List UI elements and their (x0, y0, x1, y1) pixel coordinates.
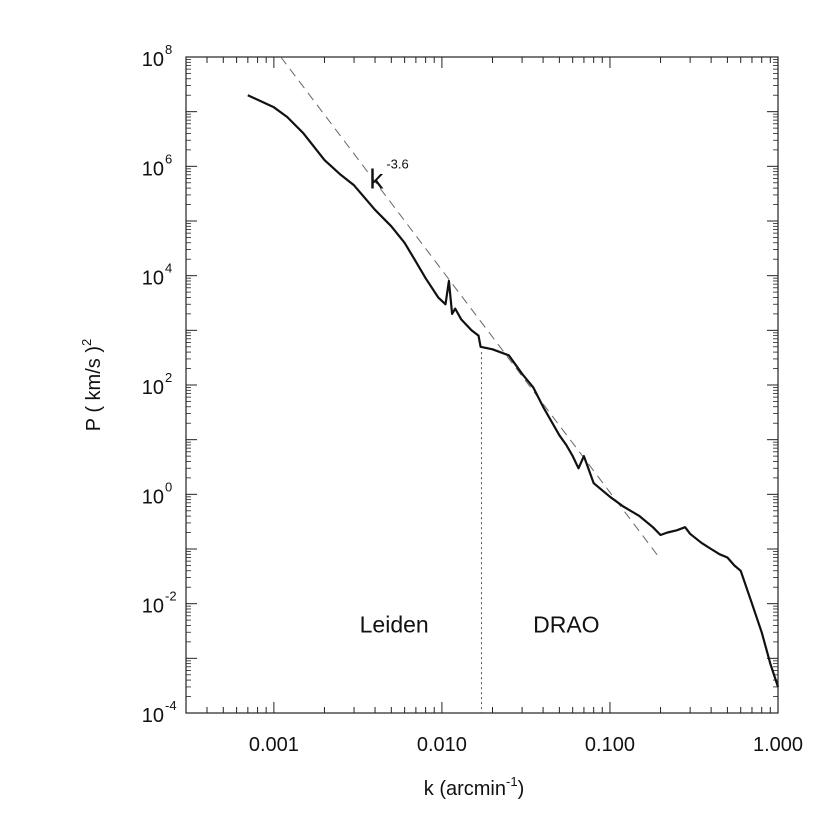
y-tick-label-exponent: -4 (165, 698, 177, 713)
y-tick-label-base: 10 (142, 486, 164, 508)
region-label-drao: DRAO (533, 611, 599, 637)
y-tick-label-exponent: 6 (165, 151, 172, 166)
y-tick-label-exponent: -2 (165, 589, 177, 604)
x-axis-title: k (arcmin-1) (424, 774, 524, 800)
x-axis-title-exponent: -1 (506, 774, 518, 789)
y-tick-label-exponent: 8 (165, 42, 172, 57)
y-axis-title-main: P ( km/s ) (83, 346, 105, 431)
y-axis-title: P ( km/s )2 (79, 339, 105, 431)
y-tick-label-exponent: 4 (165, 261, 172, 276)
power-spectrum-line (247, 94, 780, 688)
x-tick-label: 0.100 (585, 734, 635, 756)
y-tick-label-base: 10 (142, 49, 164, 71)
y-axis-title-exponent: 2 (79, 339, 94, 346)
y-tick-label-exponent: 2 (165, 370, 172, 385)
x-tick-label: 0.010 (417, 734, 467, 756)
y-tick-label-base: 10 (142, 377, 164, 399)
fit-label: k (369, 163, 384, 194)
x-tick-label: 0.001 (249, 734, 299, 756)
x-axis-title-main: k (arcmin (424, 778, 506, 800)
x-axis-title-close: ) (518, 778, 525, 800)
y-tick-label-base: 10 (142, 596, 164, 618)
fit-label-exponent: -3.6 (386, 156, 408, 171)
region-label-leiden: Leiden (360, 611, 429, 637)
y-tick-label-base: 10 (142, 158, 164, 180)
x-tick-label: 1.000 (753, 734, 803, 756)
y-tick-label-base: 10 (142, 268, 164, 290)
y-tick-label-base: 10 (142, 705, 164, 727)
y-tick-label-exponent: 0 (165, 479, 172, 494)
